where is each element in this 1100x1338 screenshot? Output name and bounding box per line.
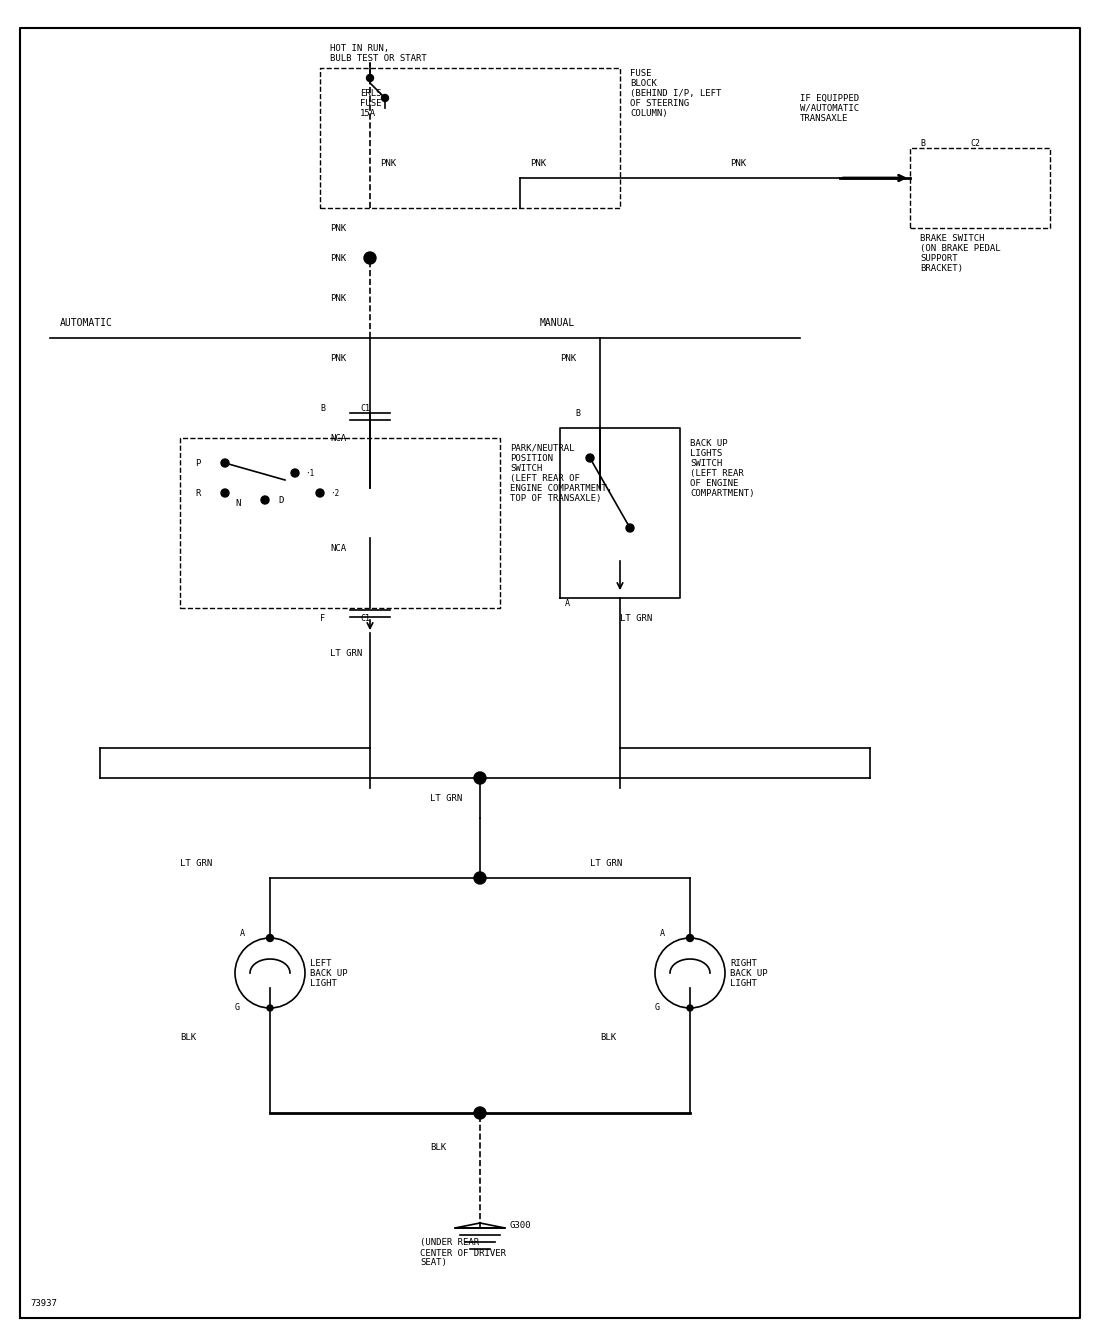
Text: RIGHT: RIGHT [730,958,757,967]
Text: C1: C1 [360,614,370,622]
Text: SWITCH: SWITCH [510,463,542,472]
Text: FUSE: FUSE [360,99,382,107]
Text: A: A [565,598,570,607]
Text: 73937: 73937 [30,1298,57,1307]
Circle shape [626,524,634,533]
Text: BRACKET): BRACKET) [920,264,962,273]
Text: COMPARTMENT): COMPARTMENT) [690,488,755,498]
Text: P: P [195,459,200,467]
Text: BACK UP: BACK UP [310,969,348,978]
Text: SWITCH: SWITCH [690,459,723,467]
Text: PNK: PNK [330,223,346,233]
Text: LIGHTS: LIGHTS [690,448,723,458]
Text: OF STEERING: OF STEERING [630,99,689,107]
Text: PNK: PNK [560,353,576,363]
Text: COLUMN): COLUMN) [630,108,668,118]
Text: LT GRN: LT GRN [430,793,462,803]
Text: W/AUTOMATIC: W/AUTOMATIC [800,103,859,112]
Text: ENGINE COMPARTMENT,: ENGINE COMPARTMENT, [510,483,612,492]
Text: (BEHIND I/P, LEFT: (BEHIND I/P, LEFT [630,88,722,98]
Text: A: A [660,929,666,938]
Text: AUTOMATIC: AUTOMATIC [60,318,113,328]
Text: HOT IN RUN,: HOT IN RUN, [330,44,389,52]
Text: BLK: BLK [180,1033,196,1042]
Circle shape [267,1005,273,1012]
Circle shape [686,934,693,942]
Circle shape [382,95,388,102]
Text: B: B [920,139,925,147]
Text: ·1: ·1 [305,468,315,478]
Text: PNK: PNK [330,293,346,302]
Text: LEFT: LEFT [310,958,331,967]
Circle shape [261,496,270,504]
Text: BACK UP: BACK UP [730,969,768,978]
Circle shape [364,252,376,264]
Text: PNK: PNK [330,253,346,262]
Text: IF EQUIPPED: IF EQUIPPED [800,94,859,103]
Text: B: B [575,408,580,417]
Text: F: F [320,614,324,622]
Text: 15A: 15A [360,108,376,118]
Text: FUSE: FUSE [630,68,651,78]
Text: BLK: BLK [600,1033,616,1042]
Text: LIGHT: LIGHT [310,978,337,987]
Text: N: N [235,499,241,507]
Text: (ON BRAKE PEDAL: (ON BRAKE PEDAL [920,244,1001,253]
Text: OF ENGINE: OF ENGINE [690,479,738,487]
Text: C2: C2 [970,139,980,147]
Text: PNK: PNK [730,158,746,167]
Circle shape [292,470,299,478]
Text: BRAKE SWITCH: BRAKE SWITCH [920,234,984,242]
Text: C1: C1 [360,404,370,412]
Text: LT GRN: LT GRN [590,859,623,867]
Text: G300: G300 [510,1222,531,1231]
Text: BLK: BLK [430,1144,447,1152]
Text: LT GRN: LT GRN [620,614,652,622]
Text: CENTER OF DRIVER: CENTER OF DRIVER [420,1248,506,1258]
Text: (LEFT REAR: (LEFT REAR [690,468,744,478]
Text: BULB TEST OR START: BULB TEST OR START [330,54,427,63]
Text: SEAT): SEAT) [420,1259,447,1267]
Text: LIGHT: LIGHT [730,978,757,987]
Text: (UNDER REAR: (UNDER REAR [420,1239,480,1247]
Circle shape [221,488,229,496]
Text: NCA: NCA [330,543,346,553]
Text: R: R [195,488,200,498]
Circle shape [688,1005,693,1012]
Text: POSITION: POSITION [510,454,553,463]
Text: G: G [235,1004,240,1013]
Circle shape [474,872,486,884]
Text: LT GRN: LT GRN [330,649,362,657]
Circle shape [366,75,374,82]
Text: BACK UP: BACK UP [690,439,727,447]
Text: PNK: PNK [530,158,546,167]
Text: SUPPORT: SUPPORT [920,253,958,262]
Circle shape [474,1107,486,1119]
Text: BLOCK: BLOCK [630,79,657,87]
Circle shape [474,772,486,784]
Text: A: A [240,929,245,938]
Circle shape [266,934,274,942]
Text: PNK: PNK [330,353,346,363]
Text: NCA: NCA [330,434,346,443]
Text: PARK/NEUTRAL: PARK/NEUTRAL [510,443,574,452]
Text: (LEFT REAR OF: (LEFT REAR OF [510,474,580,483]
Text: MANUAL: MANUAL [540,318,575,328]
Text: PNK: PNK [379,158,396,167]
Text: B: B [320,404,324,412]
Text: TRANSAXLE: TRANSAXLE [800,114,848,123]
Text: G: G [654,1004,660,1013]
Text: TOP OF TRANSAXLE): TOP OF TRANSAXLE) [510,494,602,503]
Text: D: D [278,495,284,504]
Circle shape [221,459,229,467]
Text: ERLS: ERLS [360,88,382,98]
Circle shape [316,488,324,496]
Text: LT GRN: LT GRN [180,859,212,867]
Text: ·2: ·2 [330,488,339,498]
Circle shape [586,454,594,462]
